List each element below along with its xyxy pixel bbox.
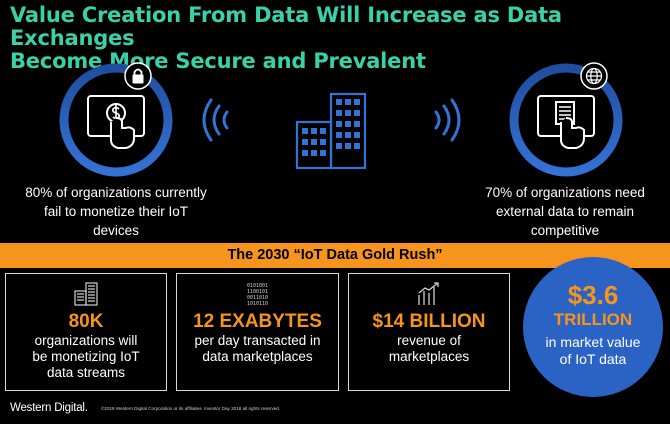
data-center-icon	[74, 282, 98, 306]
svg-text:1010110: 1010110	[247, 301, 268, 307]
stat-value-organizations: 80K	[68, 311, 104, 332]
building-icon	[295, 92, 367, 170]
stat-desc-line-1: per day transacted in	[194, 333, 321, 348]
tablet-dollar-icon	[87, 95, 145, 149]
globe-icon	[580, 62, 608, 90]
signal-waves-icon-right	[434, 98, 461, 142]
right-stat-caption: 70% of organizations need external data …	[460, 183, 670, 240]
left-stat-caption: 80% of organizations currently fail to m…	[0, 183, 232, 240]
brand-logo: Western Digital.	[10, 402, 88, 414]
stat-desc-line-1: revenue of	[397, 333, 461, 348]
stat-value-revenue: $14 BILLION	[372, 311, 486, 332]
left-stat-line-3: devices	[93, 223, 139, 238]
svg-text:0011010: 0011010	[247, 295, 268, 301]
binary-data-icon: 0101001 1100101 0011010 1010110	[247, 283, 268, 307]
highlight-line-2: of IoT data	[559, 351, 627, 367]
growth-chart-icon	[418, 282, 439, 305]
highlight-unit: TRILLION	[553, 310, 633, 329]
right-stat-line-1: 70% of organizations need	[485, 185, 645, 200]
left-stat-line-2: fail to monetize their IoT	[43, 204, 189, 219]
right-stat-line-2: external data to remain	[495, 204, 635, 219]
stat-box-exabytes: 0101001 1100101 0011010 1010110 12 EXABY…	[176, 273, 339, 391]
copyright-text: ©2018 Western Digital Corporation or its…	[101, 406, 281, 411]
stat-desc-line-2: marketplaces	[388, 349, 470, 364]
left-stat-line-1: 80% of organizations currently	[25, 185, 207, 200]
market-value-highlight: $3.6 TRILLION in market value of IoT dat…	[523, 257, 663, 397]
right-ring-graphic	[509, 63, 623, 177]
stat-desc-line-2: be monetizing IoT	[32, 349, 140, 364]
stat-desc-line-2: data marketplaces	[202, 349, 313, 364]
signal-waves-icon	[202, 98, 229, 142]
tablet-document-icon	[537, 95, 595, 149]
lock-icon	[124, 62, 152, 90]
svg-text:1100101: 1100101	[247, 289, 268, 295]
stat-value-exabytes: 12 EXABYTES	[193, 311, 322, 332]
title-line-1: Value Creation From Data Will Increase a…	[10, 3, 562, 50]
right-stat-line-3: competitive	[530, 223, 600, 238]
highlight-value: $3.6	[567, 280, 619, 310]
stat-box-organizations: 80K organizations will be monetizing IoT…	[5, 273, 167, 391]
stat-box-revenue: $14 BILLION revenue of marketplaces	[348, 273, 510, 391]
stat-desc-line-1: organizations will	[34, 333, 138, 348]
highlight-line-1: in market value	[545, 334, 641, 350]
section-banner: The 2030 “IoT Data Gold Rush”	[0, 243, 670, 268]
left-ring-graphic	[59, 63, 173, 177]
stat-desc-line-3: data streams	[46, 365, 126, 380]
svg-text:0101001: 0101001	[247, 283, 268, 289]
